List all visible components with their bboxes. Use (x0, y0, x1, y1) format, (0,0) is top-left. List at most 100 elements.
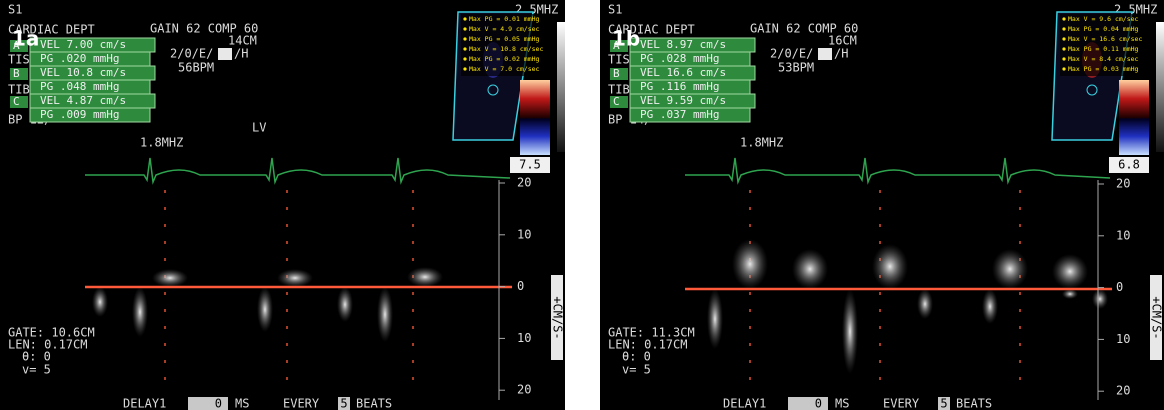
color-bar (1119, 80, 1149, 155)
legend-marker (463, 27, 466, 30)
mode-box (218, 48, 232, 60)
legend-marker (1062, 27, 1065, 30)
velocity-value: VEL 8.97 cm/s (640, 38, 726, 51)
scale-label: 20 (1116, 177, 1130, 191)
delay-box (788, 397, 828, 410)
legend-text: Max V = 4.9 cm/sec (469, 25, 540, 33)
scale-label: 0 (1116, 280, 1123, 294)
velocity-value: VEL 7.00 cm/s (40, 38, 126, 51)
legend-marker (1062, 47, 1065, 50)
legend-marker (463, 17, 466, 20)
site-label: C (13, 95, 20, 108)
scale-unit: +CM/S- (551, 296, 565, 339)
mode-text: /H (234, 47, 248, 61)
gradient-value: PG .048 mmHg (40, 80, 119, 93)
gray-bar (557, 22, 565, 152)
heart-rate: 56BPM (178, 61, 214, 75)
heart-rate: 53BPM (778, 61, 814, 75)
scale-label: 10 (1116, 332, 1130, 346)
gradient-value: PG .028 mmHg (640, 52, 719, 65)
doppler-signal (1092, 289, 1108, 309)
velocity-value: VEL 16.6 cm/s (640, 66, 726, 79)
scale-label: 10 (517, 227, 531, 241)
region-label: LV (252, 121, 266, 135)
mode-box (818, 48, 832, 60)
background-text: TIS (608, 53, 630, 67)
delay-value: 0 (215, 397, 222, 410)
scale-label: 20 (1116, 384, 1130, 398)
legend-marker (463, 57, 466, 60)
doppler-frequency: 1.8MHZ (740, 136, 783, 150)
gradient-value: PG .116 mmHg (640, 80, 719, 93)
mode-text: 2/0/E/ (770, 47, 813, 61)
mode-text: 2/0/E/ (170, 47, 213, 61)
gradient-value: PG .037 mmHg (640, 108, 719, 121)
doppler-signal (152, 269, 188, 287)
legend-text: Max V = 10.8 cm/sec (469, 45, 543, 53)
corner-text: S1 (8, 3, 22, 17)
legend-marker (1062, 37, 1065, 40)
mode-text: /H (834, 47, 848, 61)
site-label: B (613, 67, 620, 80)
angle-text: θ: 0 (22, 350, 51, 364)
doppler-signal (872, 244, 908, 289)
corner-text: S1 (608, 3, 622, 17)
scale-label: 0 (517, 279, 524, 293)
color-bar (520, 80, 550, 155)
screenshot: S1CARDIAC DEPTTISTIBBP 12/GAIN 62 COMP 6… (0, 0, 1164, 410)
doppler-signal (1052, 254, 1088, 289)
legend-marker (1062, 17, 1065, 20)
depth-text: 14CM (228, 34, 257, 48)
doppler-signal (132, 287, 148, 337)
legend-marker (463, 37, 466, 40)
delay-label: DELAY1 (123, 397, 166, 410)
doppler-signal (982, 289, 998, 324)
doppler-frequency: 1.8MHZ (140, 136, 183, 150)
doppler-signal (707, 289, 723, 349)
legend-text: Max PG = 0.01 mmHg (469, 15, 540, 23)
scale-label: 10 (1116, 228, 1130, 242)
doppler-signal (337, 287, 353, 322)
every-label: EVERY (283, 397, 320, 410)
legend-marker (1062, 67, 1065, 70)
doppler-signal (992, 249, 1028, 289)
site-label: C (613, 95, 620, 108)
legend-text: Max V = 9.6 cm/sec (1068, 15, 1139, 23)
doppler-signal (792, 249, 828, 289)
legend-text: Max V = 8.4 cm/sec (1068, 55, 1139, 63)
panel-label: 1b (612, 27, 640, 51)
depth-text: 16CM (828, 34, 857, 48)
site-label: B (13, 67, 20, 80)
legend-text: Max PG = 0.02 mmHg (469, 55, 540, 63)
beats-label: BEATS (956, 397, 992, 410)
velocity-value: VEL 10.8 cm/s (40, 66, 126, 79)
delay-unit: MS (835, 397, 849, 410)
every-value: 5 (940, 397, 947, 410)
delay-value: 0 (815, 397, 822, 410)
doppler-signal (377, 287, 393, 342)
legend-text: Max V = 16.6 cm/sec (1068, 35, 1142, 43)
legend-marker (1062, 57, 1065, 60)
beats-label: BEATS (356, 397, 392, 410)
sweep-text: v= 5 (622, 363, 651, 377)
legend-text: Max V = 7.0 cm/sec (469, 65, 540, 73)
doppler-signal (732, 239, 768, 289)
legend-text: Max PG = 0.03 mmHg (1068, 65, 1139, 73)
scale-label: 20 (517, 176, 531, 190)
every-value: 5 (340, 397, 347, 410)
velocity-value: VEL 4.87 cm/s (40, 94, 126, 107)
panel-label: 1a (12, 27, 39, 51)
legend-text: Max PG = 0.05 mmHg (469, 35, 540, 43)
color-scale: 7.5 (519, 158, 541, 172)
every-label: EVERY (883, 397, 920, 410)
gray-bar (1156, 22, 1164, 152)
angle-text: θ: 0 (622, 350, 651, 364)
background-text: TIS (8, 53, 30, 67)
sweep-text: v= 5 (22, 363, 51, 377)
doppler-signal (407, 267, 443, 287)
legend-marker (463, 67, 466, 70)
legend-text: Max PG = 0.04 mmHg (1068, 25, 1139, 33)
scale-label: 20 (517, 383, 531, 397)
